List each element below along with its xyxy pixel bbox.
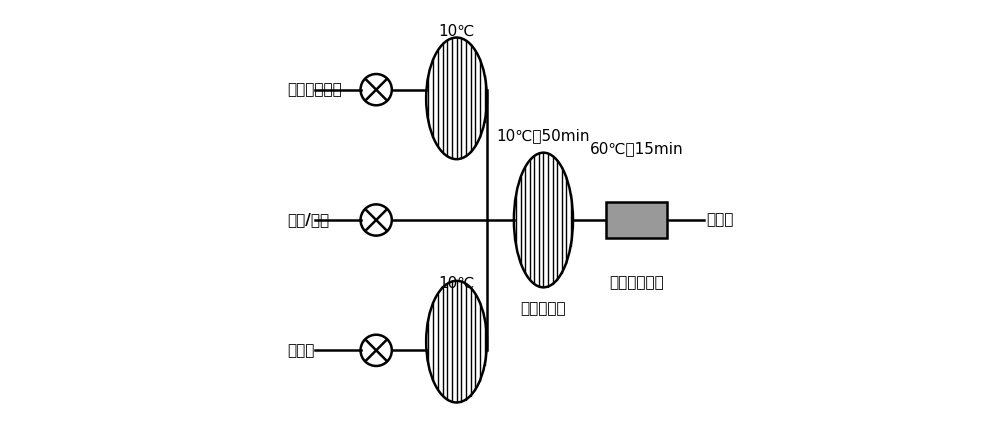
Text: 反应液: 反应液 — [706, 213, 734, 227]
Bar — [606, 202, 667, 238]
Text: 甲醇/乙醇: 甲醇/乙醇 — [287, 213, 329, 227]
Text: 雷尼镖固定床: 雷尼镖固定床 — [609, 275, 664, 290]
Text: 丙二酸二乙酯: 丙二酸二乙酯 — [287, 82, 342, 97]
Text: 60℃，15min: 60℃，15min — [590, 141, 684, 156]
Text: 10℃: 10℃ — [438, 23, 475, 39]
Text: 10℃，50min: 10℃，50min — [497, 128, 590, 143]
Text: 水合肼: 水合肼 — [287, 343, 314, 358]
Text: 10℃: 10℃ — [438, 275, 475, 290]
Text: 管式反应器: 管式反应器 — [521, 301, 566, 316]
